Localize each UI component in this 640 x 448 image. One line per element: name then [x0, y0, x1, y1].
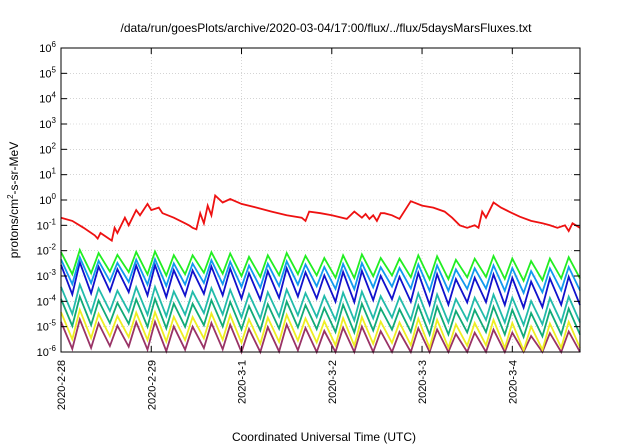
y-axis: 10-6 10-5 10-4 10-3 10-2 10-1 100 101 102 103 104 1… [37, 40, 580, 359]
x-tick-label: 2020-2-29 [146, 360, 158, 410]
y-tick-label: 103 [39, 116, 56, 131]
series-line-3 [60, 259, 581, 311]
series-line-0 [60, 193, 581, 243]
series-line-7 [60, 316, 581, 355]
series-line-4 [60, 281, 581, 328]
y-tick-label: 105 [39, 65, 56, 80]
y-axis-label: protons/cm2-s-sr-MeV [6, 142, 21, 258]
series-line-1 [60, 247, 581, 284]
x-tick-label: 2020-3-4 [507, 360, 519, 404]
x-axis: 2020-2-28 2020-2-29 2020-3-1 2020-3-2 2020-3… [56, 48, 519, 410]
chart-title: /data/run/goesPlots/archive/2020-03-04/1… [121, 21, 533, 35]
y-tick-label: 101 [39, 167, 56, 182]
x-tick-label: 2020-3-1 [237, 360, 249, 404]
y-tick-label: 102 [39, 141, 56, 156]
y-tick-label: 10-4 [37, 293, 57, 308]
y-tick-label: 10-2 [37, 243, 57, 258]
series-line-6 [60, 306, 581, 353]
y-tick-label: 106 [39, 40, 56, 55]
series-layer [60, 193, 581, 355]
y-tick-label: 104 [39, 91, 56, 106]
series-line-5 [60, 293, 581, 340]
series-line-2 [60, 254, 581, 296]
y-tick-label: 100 [39, 192, 56, 207]
x-tick-label: 2020-2-28 [56, 360, 68, 410]
x-axis-label: Coordinated Universal Time (UTC) [232, 430, 416, 444]
y-tick-label: 10-5 [37, 319, 57, 334]
y-tick-label: 10-6 [37, 344, 57, 359]
x-tick-label: 2020-3-3 [417, 360, 429, 404]
y-tick-label: 10-3 [37, 268, 57, 283]
x-tick-label: 2020-3-2 [327, 360, 339, 404]
y-tick-label: 10-1 [37, 217, 57, 232]
